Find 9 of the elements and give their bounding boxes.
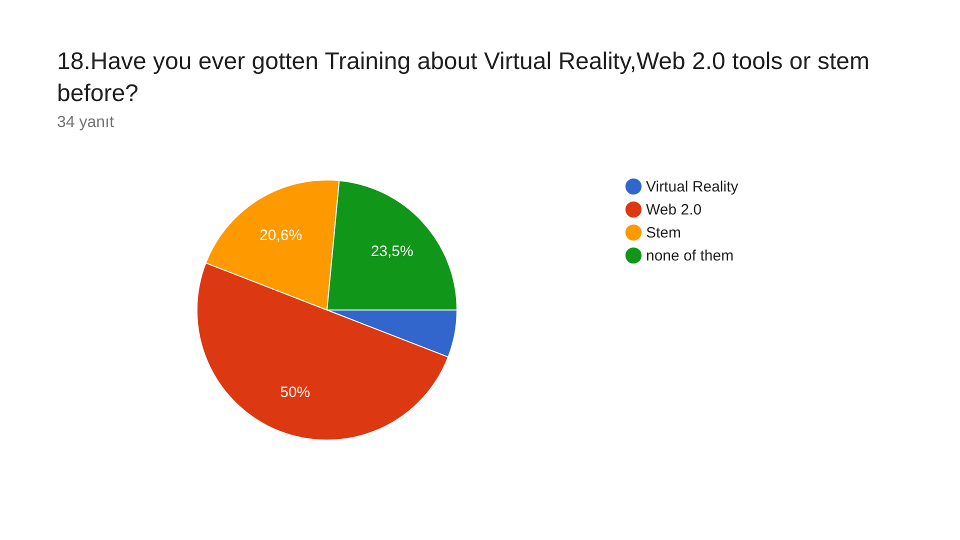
legend-label: Stem (646, 224, 682, 242)
data-label: 23,5% (370, 242, 414, 260)
legend-label: Web 2.0 (646, 202, 702, 218)
chart-title: 18.Have you ever gotten Training about Virtual Reality,Web 2.0 tools or stem before? (57, 48, 870, 107)
data-label: 50% (280, 384, 310, 402)
legend-label: none of them (646, 248, 734, 264)
data-label: 20,6% (260, 227, 302, 244)
legend-label: Virtual Reality (646, 178, 739, 196)
chart-subtitle: 34 yanıt (57, 114, 114, 131)
